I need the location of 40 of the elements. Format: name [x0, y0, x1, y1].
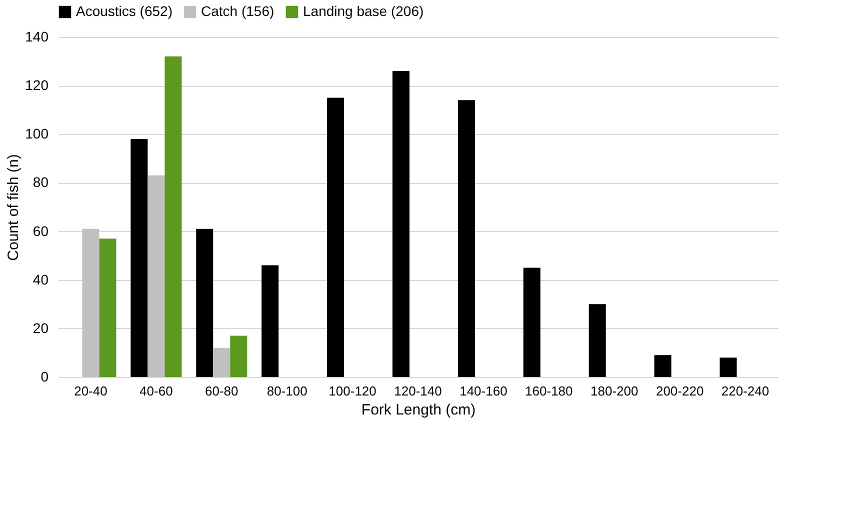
- legend-label: Landing base (206): [303, 3, 424, 19]
- bar: [130, 139, 148, 377]
- bar: [148, 175, 165, 377]
- bar: [392, 71, 410, 377]
- legend-label: Acoustics (652): [76, 3, 172, 19]
- y-tick-label: 0: [40, 368, 49, 384]
- bar: [82, 228, 100, 377]
- y-tick-label: 120: [25, 77, 49, 94]
- y-axis-title: Count of fish (n): [5, 154, 22, 261]
- x-tick-label: 140-160: [460, 384, 508, 398]
- bar: [99, 238, 116, 377]
- x-tick-label: 80-100: [266, 384, 308, 398]
- x-tick-label: 160-180: [525, 384, 573, 398]
- bar: [196, 228, 214, 377]
- y-tick-label: 20: [32, 320, 49, 336]
- bar: [262, 265, 279, 377]
- y-tick-label: 40: [32, 271, 49, 288]
- y-tick-label: 140: [25, 28, 49, 44]
- y-tick-label: 80: [32, 174, 49, 190]
- x-tick-label: 40-60: [140, 384, 173, 398]
- bar: [523, 268, 540, 377]
- x-tick-label: 100-120: [328, 384, 376, 398]
- y-tick-label: 100: [25, 126, 49, 142]
- x-tick-label: 180-200: [590, 384, 638, 398]
- x-axis-title: Fork Length (cm): [361, 402, 476, 418]
- bar: [164, 56, 182, 377]
- bar: [213, 348, 230, 377]
- bar: [327, 98, 344, 377]
- x-tick-label: 220-240: [721, 384, 770, 398]
- bar: [230, 336, 248, 377]
- bar: [720, 358, 737, 377]
- bar: [654, 355, 672, 377]
- x-tick-label: 20-40: [74, 384, 108, 398]
- bar: [458, 100, 475, 377]
- y-tick-label: 60: [32, 222, 49, 239]
- x-tick-label: 200-220: [656, 384, 704, 398]
- x-tick-label: 60-80: [205, 384, 238, 398]
- bar: [588, 304, 606, 377]
- x-tick-label: 120-140: [394, 384, 442, 398]
- legend-label: Catch (156): [201, 3, 274, 19]
